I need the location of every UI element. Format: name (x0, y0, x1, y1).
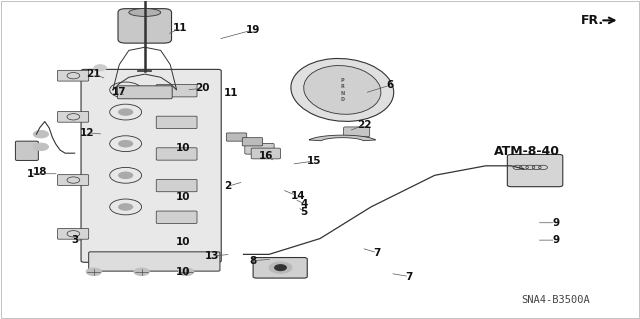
Text: 7: 7 (374, 248, 381, 258)
Text: 9: 9 (552, 218, 559, 228)
FancyBboxPatch shape (156, 116, 197, 129)
Text: 10: 10 (176, 237, 190, 247)
FancyBboxPatch shape (344, 127, 370, 137)
FancyBboxPatch shape (58, 70, 89, 81)
Text: 22: 22 (357, 120, 372, 130)
Circle shape (118, 108, 133, 116)
Circle shape (134, 268, 149, 276)
Circle shape (118, 86, 133, 94)
FancyBboxPatch shape (508, 154, 563, 187)
Text: 9: 9 (552, 235, 559, 245)
Text: 19: 19 (246, 25, 260, 35)
Text: ATM-8-40: ATM-8-40 (494, 145, 560, 158)
Circle shape (269, 262, 292, 273)
FancyBboxPatch shape (15, 141, 38, 160)
Text: 4: 4 (300, 199, 308, 209)
FancyBboxPatch shape (251, 148, 280, 159)
FancyBboxPatch shape (156, 85, 197, 97)
FancyBboxPatch shape (81, 69, 221, 262)
FancyBboxPatch shape (117, 86, 172, 99)
Text: 18: 18 (33, 167, 47, 177)
Text: 16: 16 (259, 151, 273, 161)
Text: 21: 21 (86, 69, 101, 79)
Circle shape (118, 172, 133, 179)
Circle shape (94, 65, 106, 71)
Text: 2: 2 (224, 182, 231, 191)
Polygon shape (309, 135, 376, 141)
Text: 10: 10 (176, 144, 190, 153)
Text: 8: 8 (250, 256, 257, 266)
Text: 20: 20 (195, 83, 209, 93)
Circle shape (33, 130, 49, 138)
FancyBboxPatch shape (227, 133, 246, 141)
FancyBboxPatch shape (58, 175, 89, 185)
FancyBboxPatch shape (156, 179, 197, 192)
Ellipse shape (129, 9, 161, 16)
Text: 5: 5 (300, 207, 308, 217)
Text: 10: 10 (176, 192, 190, 203)
Text: FR.: FR. (580, 14, 604, 27)
FancyBboxPatch shape (243, 138, 262, 146)
FancyBboxPatch shape (58, 111, 89, 122)
FancyBboxPatch shape (118, 9, 172, 43)
Text: 7: 7 (406, 271, 413, 281)
Ellipse shape (304, 66, 381, 114)
Circle shape (118, 140, 133, 147)
Text: P
R
N
D: P R N D (340, 78, 344, 102)
Text: 3: 3 (71, 235, 78, 245)
FancyBboxPatch shape (253, 257, 307, 278)
Text: 13: 13 (204, 251, 219, 261)
Text: 15: 15 (307, 156, 321, 166)
Circle shape (86, 268, 101, 276)
Text: 11: 11 (223, 88, 238, 98)
Text: 12: 12 (80, 128, 95, 137)
Circle shape (118, 203, 133, 211)
Circle shape (179, 268, 194, 276)
Text: 11: 11 (173, 23, 187, 33)
Ellipse shape (291, 58, 394, 122)
FancyBboxPatch shape (156, 148, 197, 160)
FancyBboxPatch shape (156, 211, 197, 223)
Circle shape (275, 265, 286, 271)
FancyBboxPatch shape (245, 143, 274, 154)
Text: 1: 1 (26, 169, 34, 179)
Text: SNA4-B3500A: SNA4-B3500A (522, 295, 590, 305)
Text: 10: 10 (176, 267, 190, 277)
Circle shape (33, 143, 49, 151)
Text: 6: 6 (387, 80, 394, 90)
FancyBboxPatch shape (89, 252, 220, 271)
FancyBboxPatch shape (58, 228, 89, 239)
Text: 17: 17 (112, 86, 127, 97)
Text: 14: 14 (291, 191, 305, 201)
